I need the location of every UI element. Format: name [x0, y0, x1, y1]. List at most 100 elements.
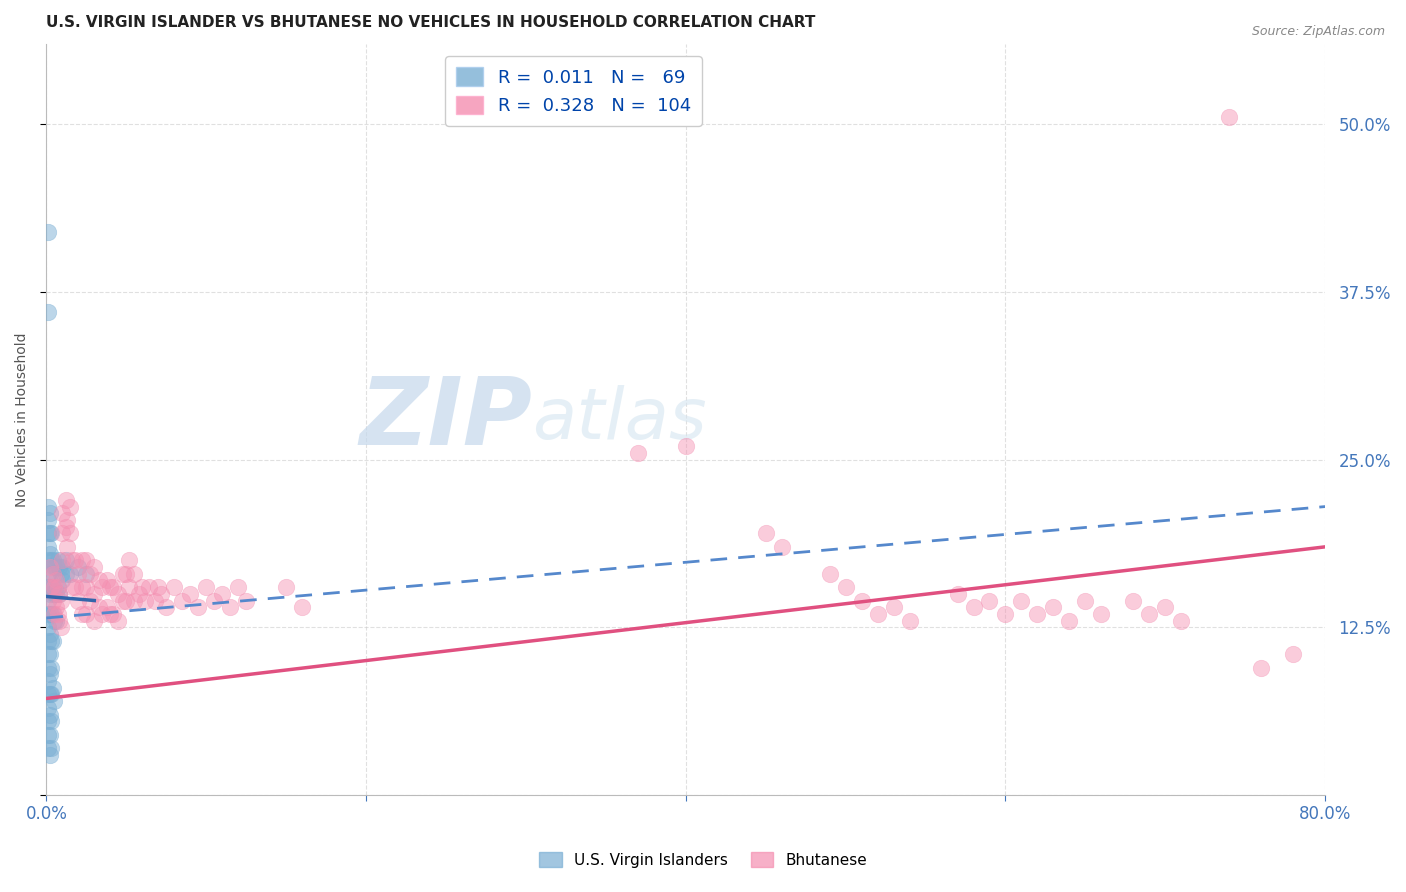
- Point: [627, 446, 650, 460]
- Point: [70, 607, 93, 621]
- Point: [38, 728, 60, 742]
- Point: [96, 574, 118, 588]
- Point: [37, 741, 59, 756]
- Point: [38, 547, 60, 561]
- Point: [1074, 593, 1097, 607]
- Point: [107, 614, 129, 628]
- Point: [79, 566, 101, 581]
- Point: [44, 614, 66, 628]
- Point: [994, 607, 1017, 621]
- Point: [37, 513, 59, 527]
- Point: [83, 614, 105, 628]
- Point: [1282, 647, 1305, 661]
- Point: [112, 566, 135, 581]
- Point: [44, 694, 66, 708]
- Point: [37, 701, 59, 715]
- Point: [1218, 111, 1240, 125]
- Point: [51, 574, 73, 588]
- Point: [675, 439, 697, 453]
- Point: [883, 600, 905, 615]
- Point: [48, 560, 70, 574]
- Text: ZIP: ZIP: [360, 374, 533, 466]
- Point: [48, 587, 70, 601]
- Point: [44, 587, 66, 601]
- Point: [37, 553, 59, 567]
- Point: [112, 593, 135, 607]
- Point: [37, 305, 59, 319]
- Point: [755, 526, 778, 541]
- Point: [115, 593, 138, 607]
- Point: [42, 553, 65, 567]
- Point: [39, 580, 62, 594]
- Point: [60, 580, 83, 594]
- Point: [46, 580, 69, 594]
- Legend: R =  0.011   N =   69, R =  0.328   N =  104: R = 0.011 N = 69, R = 0.328 N = 104: [446, 56, 702, 126]
- Point: [138, 580, 160, 594]
- Point: [39, 688, 62, 702]
- Point: [42, 566, 65, 581]
- Point: [118, 580, 141, 594]
- Text: U.S. VIRGIN ISLANDER VS BHUTANESE NO VEHICLES IN HOUSEHOLD CORRELATION CHART: U.S. VIRGIN ISLANDER VS BHUTANESE NO VEH…: [46, 15, 815, 30]
- Point: [211, 587, 233, 601]
- Point: [39, 741, 62, 756]
- Point: [172, 593, 194, 607]
- Point: [91, 580, 114, 594]
- Point: [96, 600, 118, 615]
- Point: [44, 607, 66, 621]
- Point: [37, 728, 59, 742]
- Point: [59, 566, 82, 581]
- Point: [48, 587, 70, 601]
- Point: [1090, 607, 1112, 621]
- Point: [39, 660, 62, 674]
- Point: [38, 627, 60, 641]
- Point: [1011, 593, 1033, 607]
- Point: [51, 553, 73, 567]
- Point: [143, 593, 166, 607]
- Point: [962, 600, 984, 615]
- Point: [39, 714, 62, 729]
- Point: [42, 593, 65, 607]
- Point: [39, 633, 62, 648]
- Point: [128, 587, 150, 601]
- Point: [55, 519, 77, 533]
- Point: [276, 580, 298, 594]
- Text: Source: ZipAtlas.com: Source: ZipAtlas.com: [1251, 25, 1385, 38]
- Point: [163, 580, 186, 594]
- Point: [55, 566, 77, 581]
- Point: [38, 647, 60, 661]
- Point: [202, 593, 225, 607]
- Point: [235, 593, 257, 607]
- Point: [63, 553, 86, 567]
- Point: [98, 607, 121, 621]
- Point: [49, 620, 72, 634]
- Point: [37, 566, 59, 581]
- Point: [55, 492, 77, 507]
- Point: [37, 225, 59, 239]
- Point: [70, 553, 93, 567]
- Point: [91, 607, 114, 621]
- Point: [195, 580, 218, 594]
- Point: [866, 607, 889, 621]
- Point: [37, 540, 59, 554]
- Point: [979, 593, 1001, 607]
- Point: [51, 526, 73, 541]
- Point: [39, 607, 62, 621]
- Point: [103, 607, 125, 621]
- Point: [1042, 600, 1064, 615]
- Point: [70, 580, 93, 594]
- Point: [124, 593, 146, 607]
- Point: [898, 614, 921, 628]
- Point: [1250, 660, 1272, 674]
- Point: [56, 513, 79, 527]
- Point: [187, 600, 209, 615]
- Point: [46, 553, 69, 567]
- Point: [179, 587, 201, 601]
- Point: [38, 667, 60, 681]
- Point: [818, 566, 841, 581]
- Point: [55, 553, 77, 567]
- Point: [38, 747, 60, 762]
- Point: [37, 500, 59, 514]
- Point: [103, 580, 125, 594]
- Point: [79, 593, 101, 607]
- Point: [834, 580, 856, 594]
